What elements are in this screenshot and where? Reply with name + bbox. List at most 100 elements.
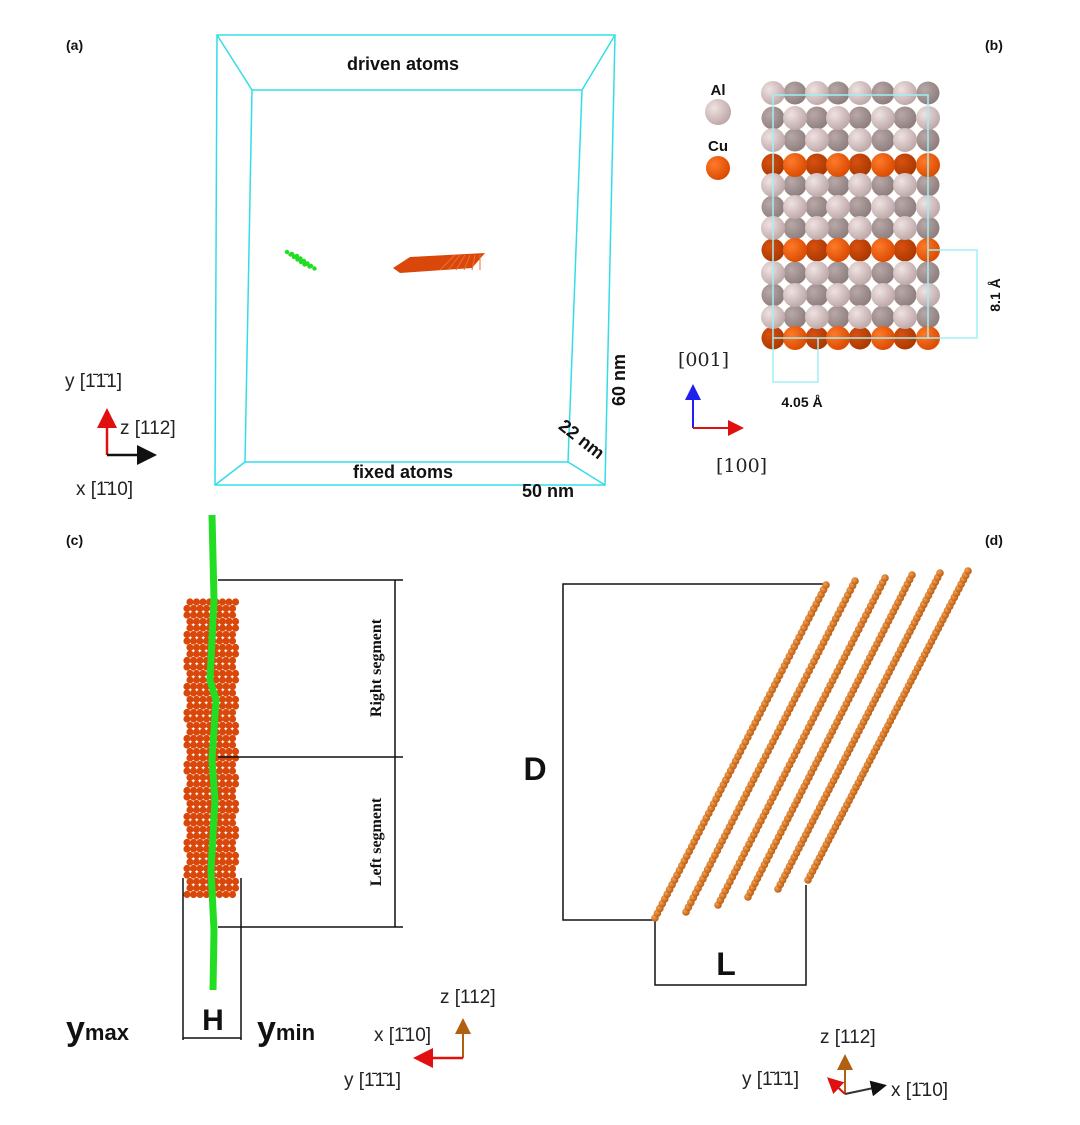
cu-atom — [225, 728, 233, 736]
cu-atom — [222, 637, 230, 645]
cu-atom — [231, 884, 240, 892]
cu-atom — [231, 721, 240, 730]
cu-atom — [218, 773, 227, 782]
precipitate-layer — [455, 254, 466, 271]
al-atom — [805, 216, 829, 240]
al-atom — [848, 81, 872, 105]
axis-label-100: [100] — [716, 455, 767, 477]
cu-atom — [215, 663, 224, 671]
cu-atom — [964, 567, 972, 575]
cu-atom — [189, 838, 198, 847]
cu-atom — [222, 715, 230, 723]
cu-atom — [228, 890, 237, 899]
cu-atom — [215, 819, 224, 827]
cu-atom — [189, 760, 198, 769]
cu-atom — [199, 650, 207, 658]
cu-atom — [225, 695, 233, 704]
cu-atom — [231, 832, 240, 840]
cu-atom — [218, 728, 227, 736]
cu-atom — [848, 153, 872, 177]
cu-atom — [218, 877, 227, 886]
cu-atom — [231, 747, 240, 756]
bracket-D — [562, 583, 825, 921]
cu-atom — [225, 773, 233, 782]
al-atom — [871, 128, 895, 152]
panel-d: (d) D L z [112] y [1̄1̄1] x [1̄10] — [523, 532, 1002, 1101]
cu-atom — [196, 656, 204, 665]
cu-atom — [202, 689, 211, 697]
cu-atom — [215, 637, 224, 645]
cu-atom — [783, 153, 807, 177]
cu-atom — [893, 238, 917, 262]
cu-atom — [186, 858, 194, 866]
cu-atom — [189, 708, 198, 717]
cu-atom — [196, 871, 204, 879]
cu-atom — [192, 617, 201, 626]
al-atom — [893, 128, 917, 152]
cu-atom — [202, 604, 211, 613]
cu-atom — [186, 669, 194, 678]
dislocation-atom — [308, 263, 314, 269]
cu-atom — [199, 884, 207, 892]
cu-atom — [192, 806, 201, 814]
cu-atom — [231, 598, 240, 606]
cu-atom — [228, 767, 237, 775]
cu-atom — [189, 604, 198, 613]
cu-atom — [186, 851, 194, 860]
driven-atoms-label: driven atoms — [347, 54, 459, 74]
cu-atom — [222, 845, 230, 853]
precipitate — [393, 253, 485, 273]
cu-atom — [186, 832, 194, 840]
cu-atom — [218, 832, 227, 840]
cu-atom — [186, 676, 194, 684]
cu-atom — [202, 786, 211, 795]
cu-atom — [225, 676, 233, 684]
cu-atom — [186, 598, 194, 606]
legend-al-label: Al — [711, 82, 726, 99]
cu-atom — [218, 799, 227, 808]
width-dimension: 50 nm — [522, 481, 574, 501]
cu-atom — [225, 747, 233, 756]
cu-atom — [189, 630, 198, 639]
cu-atom — [189, 793, 198, 801]
cu-atom — [231, 643, 240, 652]
al-atom — [916, 81, 940, 105]
cu-atom — [215, 838, 224, 847]
cu-atom — [225, 799, 233, 808]
panel-b: (b) Al Cu 8.1 Å 4.05 Å [001] [100] — [678, 37, 1003, 477]
dislocation-atom — [301, 258, 307, 264]
cu-atom — [202, 734, 211, 743]
cu-atom — [183, 630, 191, 639]
cu-atom — [218, 884, 227, 892]
axes-b: [001] [100] — [678, 349, 767, 477]
cu-atom — [192, 669, 201, 678]
cu-atom — [218, 676, 227, 684]
cu-atom — [202, 767, 211, 775]
cu-atom — [199, 721, 207, 730]
cu-atom — [222, 812, 230, 821]
cu-atom — [186, 747, 194, 756]
cu-atom — [231, 754, 240, 762]
cu-atom — [805, 153, 829, 177]
al-atom — [848, 216, 872, 240]
cu-atom — [202, 760, 211, 769]
axes-a: y [1̄1̄1] z [112] x [1̄10] — [65, 371, 176, 500]
cu-atom — [202, 708, 211, 717]
cu-atom — [199, 702, 207, 710]
dislocation-atom — [298, 256, 303, 261]
cu-atom — [192, 643, 201, 652]
cu-atom — [196, 682, 204, 691]
al-atom — [826, 261, 850, 285]
al-atom — [848, 173, 872, 197]
al-atom — [893, 106, 917, 130]
cu-atom — [183, 871, 191, 879]
al-atom — [871, 195, 895, 219]
ymin-label: ymin — [257, 1010, 315, 1048]
cu-atom — [202, 845, 211, 853]
cu-atom — [199, 728, 207, 736]
panel-label-c: (c) — [66, 532, 83, 548]
cu-atom — [228, 871, 237, 879]
cu-atom — [199, 858, 207, 866]
cu-atom — [231, 669, 240, 678]
